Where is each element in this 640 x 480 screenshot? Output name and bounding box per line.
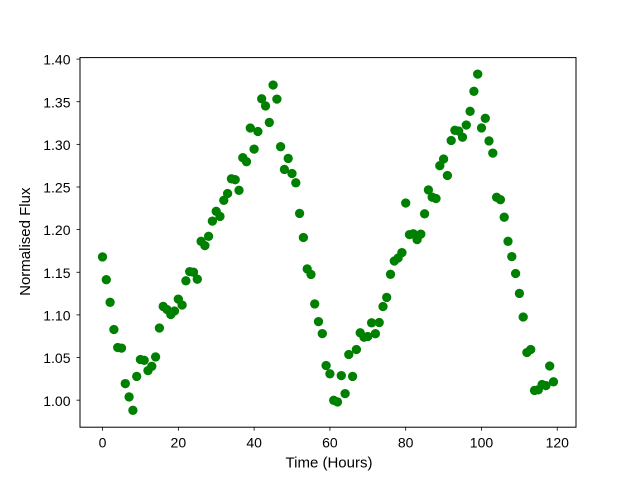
svg-text:1.30: 1.30 <box>43 137 70 153</box>
svg-text:1.00: 1.00 <box>43 393 70 409</box>
svg-text:Time (Hours): Time (Hours) <box>286 454 373 471</box>
svg-text:1.35: 1.35 <box>43 94 70 110</box>
svg-text:40: 40 <box>246 435 262 451</box>
svg-text:1.10: 1.10 <box>43 308 70 324</box>
svg-text:Normalised Flux: Normalised Flux <box>17 187 34 296</box>
svg-text:80: 80 <box>398 435 414 451</box>
svg-text:1.25: 1.25 <box>43 180 70 196</box>
svg-text:0: 0 <box>99 435 107 451</box>
svg-text:20: 20 <box>171 435 187 451</box>
svg-text:1.05: 1.05 <box>43 350 70 366</box>
svg-text:100: 100 <box>470 435 494 451</box>
svg-text:1.15: 1.15 <box>43 265 70 281</box>
svg-text:120: 120 <box>546 435 570 451</box>
svg-text:60: 60 <box>322 435 338 451</box>
svg-text:1.20: 1.20 <box>43 222 70 238</box>
svg-text:1.40: 1.40 <box>43 52 70 68</box>
